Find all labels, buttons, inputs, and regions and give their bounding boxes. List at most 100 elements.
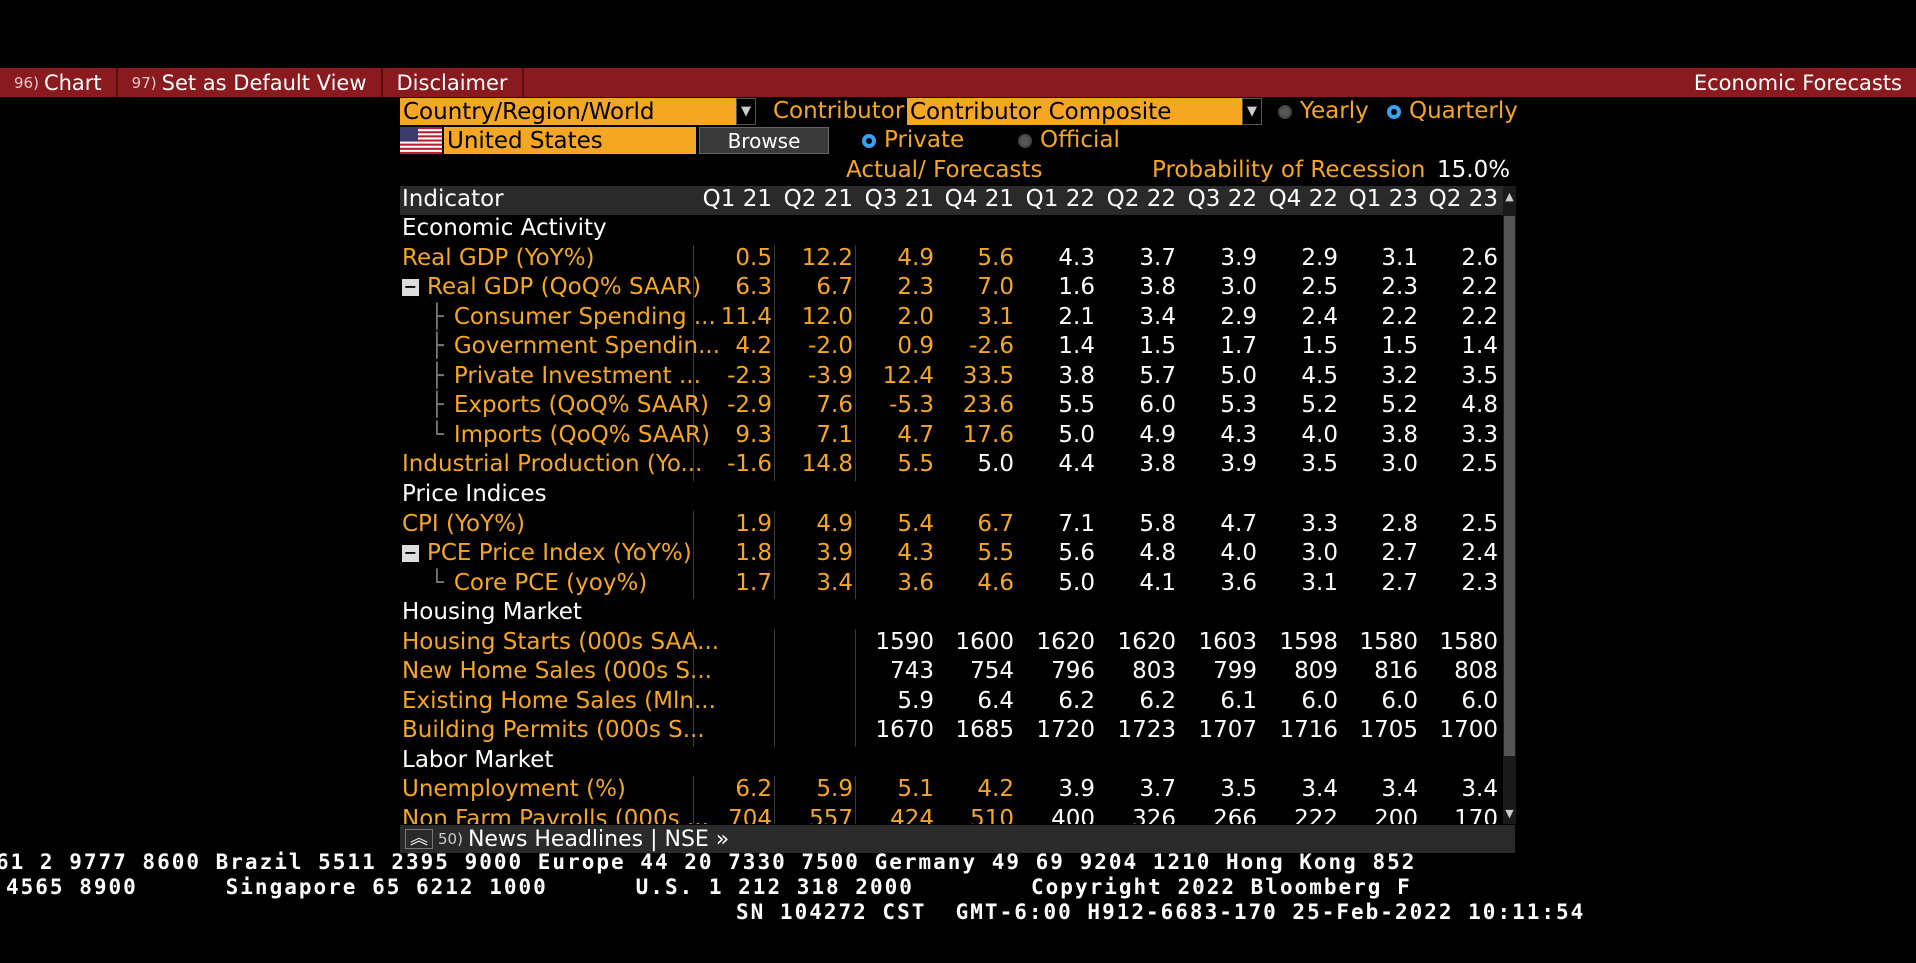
indicator-header[interactable]: Indicator: [402, 186, 504, 212]
value-cell[interactable]: 1580: [1439, 628, 1498, 655]
value-cell[interactable]: 4.8: [1461, 392, 1498, 419]
value-cell[interactable]: 4.2: [977, 776, 1014, 803]
value-cell[interactable]: 4.1: [1139, 569, 1176, 596]
value-cell[interactable]: 1685: [955, 717, 1014, 744]
value-cell[interactable]: 12.0: [801, 303, 853, 330]
value-cell[interactable]: 2.2: [1461, 274, 1498, 301]
value-cell[interactable]: 3.5: [1220, 776, 1257, 803]
value-cell[interactable]: 2.5: [1461, 510, 1498, 537]
value-cell[interactable]: 6.7: [977, 510, 1014, 537]
value-cell[interactable]: 326: [1132, 806, 1176, 824]
value-cell[interactable]: 222: [1294, 806, 1338, 824]
value-cell[interactable]: 200: [1374, 806, 1418, 824]
disclaimer-menu-item[interactable]: Disclaimer: [383, 68, 524, 97]
collapse-icon[interactable]: −: [402, 277, 419, 297]
value-cell[interactable]: 809: [1294, 658, 1338, 685]
chevron-down-icon[interactable]: ▼: [1242, 98, 1262, 125]
value-cell[interactable]: 5.4: [897, 510, 934, 537]
value-cell[interactable]: 2.5: [1461, 451, 1498, 478]
value-cell[interactable]: 3.0: [1301, 540, 1338, 567]
value-cell[interactable]: 2.4: [1461, 540, 1498, 567]
value-cell[interactable]: 2.0: [897, 303, 934, 330]
value-cell[interactable]: 5.5: [1058, 392, 1095, 419]
value-cell[interactable]: 2.8: [1381, 510, 1418, 537]
value-cell[interactable]: 6.2: [1058, 687, 1095, 714]
value-cell[interactable]: 3.3: [1301, 510, 1338, 537]
value-cell[interactable]: 6.1: [1220, 687, 1257, 714]
value-cell[interactable]: 4.6: [977, 569, 1014, 596]
value-cell[interactable]: 12.2: [801, 244, 853, 271]
table-row[interactable]: 1.9 4.9 5.4 6.7 7.1 5.8 4.7 3.3 2.8 2.5 CPI (YoY%): [400, 510, 1515, 540]
value-cell[interactable]: 424: [890, 806, 934, 824]
yearly-radio[interactable]: Yearly: [1278, 98, 1369, 124]
collapse-icon[interactable]: −: [402, 543, 419, 563]
column-header[interactable]: Q1 22: [1025, 186, 1095, 212]
region-dropdown[interactable]: Country/Region/World ▼: [400, 98, 756, 125]
value-cell[interactable]: 3.8: [1139, 274, 1176, 301]
value-cell[interactable]: 400: [1051, 806, 1095, 824]
value-cell[interactable]: 2.1: [1058, 303, 1095, 330]
value-cell[interactable]: -2.0: [808, 333, 853, 360]
table-row[interactable]: -2.3 -3.9 12.4 33.5 3.8 5.7 5.0 4.5 3.2 3.5 ├ Priva…: [400, 362, 1515, 393]
value-cell[interactable]: 6.3: [735, 274, 772, 301]
value-cell[interactable]: 5.9: [897, 687, 934, 714]
value-cell[interactable]: 4.9: [816, 510, 853, 537]
value-cell[interactable]: -2.3: [727, 362, 772, 389]
value-cell[interactable]: 6.0: [1461, 687, 1498, 714]
value-cell[interactable]: 1723: [1117, 717, 1176, 744]
value-cell[interactable]: 1670: [875, 717, 934, 744]
value-cell[interactable]: 23.6: [962, 392, 1014, 419]
value-cell[interactable]: 5.8: [1139, 510, 1176, 537]
value-cell[interactable]: 4.9: [897, 244, 934, 271]
value-cell[interactable]: 5.6: [977, 244, 1014, 271]
value-cell[interactable]: 5.0: [1058, 569, 1095, 596]
table-row[interactable]: 11.4 12.0 2.0 3.1 2.1 3.4 2.9 2.4 2.2 2.2 ├ Consume…: [400, 303, 1515, 334]
value-cell[interactable]: 2.5: [1301, 274, 1338, 301]
value-cell[interactable]: 1.7: [735, 569, 772, 596]
value-cell[interactable]: 3.5: [1301, 451, 1338, 478]
value-cell[interactable]: 6.0: [1301, 687, 1338, 714]
scroll-down-icon[interactable]: ▼: [1505, 807, 1514, 820]
column-header[interactable]: Q4 21: [944, 186, 1014, 212]
value-cell[interactable]: 3.8: [1058, 362, 1095, 389]
value-cell[interactable]: 6.0: [1381, 687, 1418, 714]
value-cell[interactable]: 1598: [1279, 628, 1338, 655]
value-cell[interactable]: 4.0: [1220, 540, 1257, 567]
value-cell[interactable]: 3.4: [1139, 303, 1176, 330]
value-cell[interactable]: 7.6: [816, 392, 853, 419]
chart-menu-item[interactable]: 96) Chart: [0, 68, 118, 97]
value-cell[interactable]: 5.0: [977, 451, 1014, 478]
table-row[interactable]: 1590 1600 1620 1620 1603 1598 1580 1580 Housing …: [400, 628, 1515, 659]
value-cell[interactable]: 1600: [955, 628, 1014, 655]
value-cell[interactable]: 11.4: [720, 303, 772, 330]
value-cell[interactable]: 4.7: [897, 421, 934, 448]
value-cell[interactable]: 510: [970, 806, 1014, 824]
value-cell[interactable]: 4.7: [1220, 510, 1257, 537]
value-cell[interactable]: 2.3: [1381, 274, 1418, 301]
value-cell[interactable]: 5.9: [816, 776, 853, 803]
scroll-up-icon[interactable]: ▲: [1505, 190, 1514, 203]
value-cell[interactable]: 6.0: [1139, 392, 1176, 419]
value-cell[interactable]: 2.7: [1381, 569, 1418, 596]
column-header[interactable]: Q3 21: [864, 186, 934, 212]
value-cell[interactable]: 3.4: [1461, 776, 1498, 803]
table-row[interactable]: 4.2 -2.0 0.9 -2.6 1.4 1.5 1.7 1.5 1.5 1.4 ├ Governm…: [400, 333, 1515, 363]
value-cell[interactable]: 1700: [1439, 717, 1498, 744]
table-row[interactable]: -2.9 7.6 -5.3 23.6 5.5 6.0 5.3 5.2 5.2 4.8 ├ Export…: [400, 392, 1515, 422]
quarterly-radio[interactable]: Quarterly: [1387, 98, 1518, 124]
value-cell[interactable]: 5.3: [1220, 392, 1257, 419]
value-cell[interactable]: 5.0: [1220, 362, 1257, 389]
value-cell[interactable]: 5.2: [1301, 392, 1338, 419]
value-cell[interactable]: -1.6: [727, 451, 772, 478]
value-cell[interactable]: 3.7: [1139, 776, 1176, 803]
value-cell[interactable]: 3.0: [1220, 274, 1257, 301]
value-cell[interactable]: 0.9: [897, 333, 934, 360]
value-cell[interactable]: 4.3: [1220, 421, 1257, 448]
value-cell[interactable]: 1590: [875, 628, 934, 655]
table-row[interactable]: 1.7 3.4 3.6 4.6 5.0 4.1 3.6 3.1 2.7 2.3 └ Core PCE …: [400, 569, 1515, 600]
table-row[interactable]: 6.3 6.7 2.3 7.0 1.6 3.8 3.0 2.5 2.3 2.2 − Real GDP …: [400, 274, 1515, 304]
value-cell[interactable]: 5.6: [1058, 540, 1095, 567]
chevron-down-icon[interactable]: ▼: [736, 98, 756, 125]
set-default-view-menu-item[interactable]: 97) Set as Default View: [118, 68, 383, 97]
value-cell[interactable]: [775, 658, 855, 688]
